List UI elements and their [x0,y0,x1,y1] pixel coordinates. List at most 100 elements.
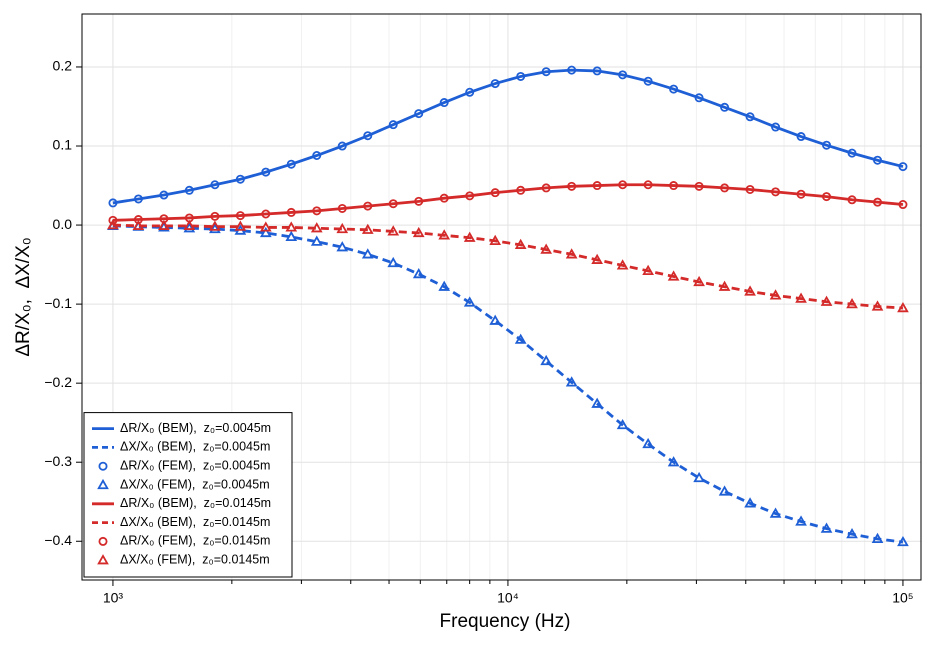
circle-marker [822,140,832,150]
triangle-marker [616,418,629,430]
circle-marker [490,79,500,89]
circle-marker [720,102,730,112]
circle-marker [898,200,908,210]
triangle-marker [107,218,119,230]
triangle-marker [361,223,374,234]
y-tick-label: 0.0 [53,216,73,232]
circle-marker [592,66,602,76]
triangle-marker [438,229,451,240]
triangle-marker [183,222,196,233]
plot-frame [81,13,922,581]
circle-marker [184,185,194,195]
legend-swatch [97,478,109,490]
circle-marker [414,196,424,206]
circle-marker [771,187,781,197]
x-tick-label: 10⁵ [892,590,913,606]
triangle-marker [744,285,756,296]
circle-marker [541,67,551,77]
x-tick-label: 10³ [103,590,124,606]
x-axis-label: Frequency (Hz) [440,611,571,632]
circle-marker [414,109,424,119]
triangle-marker [412,226,425,238]
triangle-marker [310,235,323,246]
circle-marker [286,207,296,217]
triangle-marker [387,225,400,236]
triangle-marker [463,231,476,242]
triangle-marker [591,253,603,264]
circle-marker [643,180,653,190]
triangle-marker [795,292,807,303]
circle-marker [337,203,347,213]
triangle-marker [591,397,603,408]
circle-marker [796,189,806,199]
triangle-marker [489,234,502,245]
series-line [112,223,904,310]
triangle-marker [897,535,909,547]
triangle-marker [693,275,705,287]
triangle-marker [769,507,782,518]
triangle-marker [285,221,298,232]
circle-marker [286,159,296,169]
y-tick-label: 0.1 [53,137,73,153]
triangle-marker [387,256,400,268]
legend-swatch [98,461,108,471]
triangle-marker [259,221,272,232]
circle-marker [516,71,526,81]
circle-marker [720,183,730,193]
circle-marker [643,76,653,86]
circle-marker [745,112,755,122]
circle-marker [745,184,755,194]
legend-box [83,412,293,578]
circle-marker [898,162,908,172]
circle-marker [312,150,322,160]
triangle-marker [132,219,145,230]
triangle-marker [310,222,323,233]
circle-marker [439,193,449,203]
y-tick-label: 0.2 [53,58,73,74]
triangle-marker [820,522,833,533]
triangle-marker [718,280,731,291]
triangle-marker [285,230,298,242]
triangle-marker [259,226,272,238]
legend-label: ΔR/X₀ (BEM), z₀=0.0145m [120,496,271,510]
circle-marker [312,206,322,216]
circle-marker [694,181,704,191]
circle-marker [108,198,118,208]
circle-marker [439,98,449,108]
circle-marker [669,84,679,94]
circle-marker [618,70,628,80]
triangle-marker [642,437,654,449]
circle-marker [592,181,602,191]
legend-label: ΔX/X₀ (BEM), z₀=0.0045m [120,440,270,454]
legend-label: ΔR/X₀ (BEM), z₀=0.0045m [120,421,271,435]
triangle-marker [183,219,196,230]
triangle-marker [565,248,578,259]
circle-marker [337,141,347,151]
legend-swatch [97,554,109,565]
circle-marker [873,155,883,165]
triangle-marker [234,220,247,231]
triangle-marker [336,222,349,234]
circle-marker [669,181,679,191]
triangle-marker [667,456,680,467]
y-tick-label: −0.3 [44,453,72,469]
circle-marker [159,190,169,200]
legend-label: ΔR/X₀ (FEM), z₀=0.0145m [120,534,270,548]
triangle-marker [565,376,578,387]
circle-marker [108,215,118,225]
circle-marker [847,195,857,205]
triangle-marker [897,301,909,313]
circle-marker [465,191,475,201]
circle-marker [388,120,398,130]
y-tick-label: −0.1 [44,295,72,311]
triangle-marker [820,295,833,306]
circle-marker [235,211,245,221]
triangle-marker [514,238,527,249]
circle-marker [490,188,500,198]
y-tick-label: −0.2 [44,374,72,390]
triangle-marker [412,267,425,279]
triangle-marker [209,222,221,234]
circle-marker [363,131,373,141]
circle-marker [873,197,883,207]
